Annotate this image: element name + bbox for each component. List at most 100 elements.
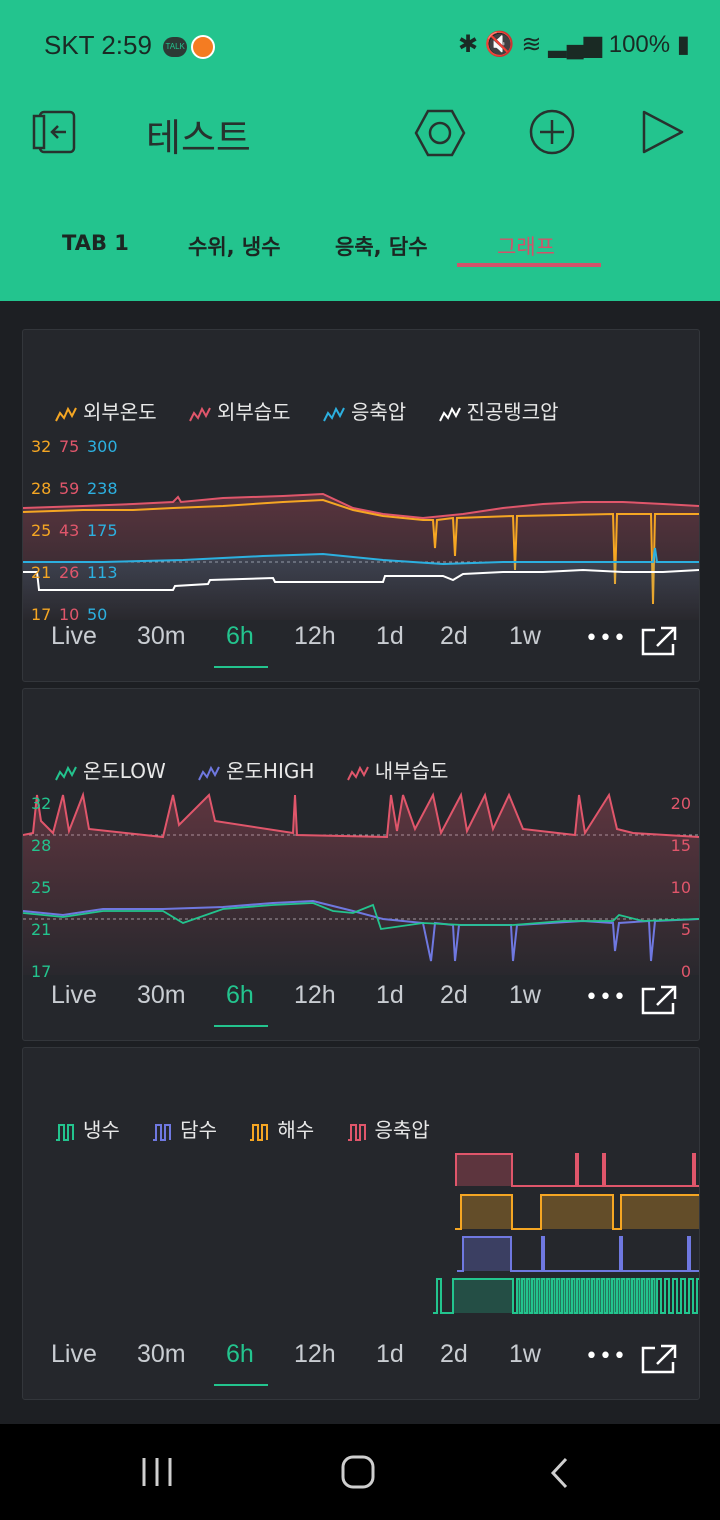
period-2d[interactable]: 2d: [440, 622, 468, 650]
period-2d[interactable]: 2d: [440, 1340, 468, 1368]
period-live[interactable]: Live: [51, 981, 97, 1009]
period-30m[interactable]: 30m: [137, 981, 186, 1009]
line-series-icon: [346, 765, 369, 780]
legend-item: 담수: [152, 1118, 217, 1142]
axis-tick: 300: [87, 437, 118, 456]
chart3-legend: 냉수 담수 해수 응축압: [55, 1114, 456, 1143]
line-series-icon: [198, 765, 221, 780]
chart3-plot: [433, 1153, 699, 1314]
chart1-axis-humidity: 75 59 43 26 10: [59, 426, 79, 636]
axis-tick: 26: [59, 563, 80, 582]
legend-indoor-humidity: 내부습도: [374, 759, 449, 783]
period-indicator: [214, 1025, 268, 1027]
line-series-icon: [189, 406, 211, 421]
period-12h[interactable]: 12h: [294, 1340, 336, 1368]
legend-item: 냉수: [55, 1118, 120, 1142]
axis-tick: 21: [31, 920, 52, 939]
axis-tick: 32: [31, 437, 52, 456]
period-1d[interactable]: 1d: [376, 1340, 404, 1368]
legend-item: 내부습도: [346, 759, 449, 783]
chart2-axis-right: 20 15 10 5 0: [671, 783, 691, 993]
legend-item: 온도HIGH: [198, 759, 314, 783]
axis-tick: 43: [59, 521, 80, 540]
tab-water-level[interactable]: 수위, 냉수: [188, 235, 281, 259]
battery-icon: ▮: [676, 31, 690, 58]
chart1-axis-temp: 32 28 25 21 17: [31, 426, 51, 636]
period-1w[interactable]: 1w: [509, 622, 541, 650]
legend-item: 온도LOW: [55, 759, 166, 783]
status-right: ✱ 🔇 ≋ ▂▄▆ 100% ▮: [458, 30, 690, 59]
nav-home-icon[interactable]: [340, 1454, 376, 1490]
step-series-icon: [250, 1123, 269, 1141]
axis-tick: 113: [87, 563, 118, 582]
chart2-legend: 온도LOW 온도HIGH 내부습도: [55, 755, 474, 784]
more-icon[interactable]: •••: [585, 626, 627, 651]
more-icon[interactable]: •••: [585, 985, 627, 1010]
wifi-icon: ≋: [521, 31, 542, 58]
legend-sea-water: 해수: [277, 1118, 315, 1142]
legend-item: 해수: [249, 1118, 314, 1142]
axis-tick: 25: [31, 521, 52, 540]
nav-back-icon[interactable]: [548, 1456, 572, 1490]
period-1w[interactable]: 1w: [509, 1340, 541, 1368]
expand-icon[interactable]: [641, 626, 677, 656]
period-6h[interactable]: 6h: [226, 981, 254, 1009]
axis-tick: 32: [31, 794, 52, 813]
period-6h[interactable]: 6h: [226, 622, 254, 650]
axis-tick: 75: [59, 437, 80, 456]
period-1w[interactable]: 1w: [509, 981, 541, 1009]
legend-outdoor-humidity: 외부습도: [216, 400, 291, 424]
nav-recent-icon[interactable]: [140, 1456, 174, 1488]
signal-icon: ▂▄▆: [548, 31, 603, 58]
period-indicator: [214, 666, 268, 668]
exit-icon[interactable]: [32, 108, 82, 156]
tab-bar: TAB 1 수위, 냉수 응축, 담수 그래프: [0, 227, 720, 277]
add-icon[interactable]: [528, 108, 576, 156]
line-series-icon: [438, 406, 461, 421]
period-2d[interactable]: 2d: [440, 981, 468, 1009]
status-left: SKT 2:59 TALK: [44, 30, 216, 61]
clock: 2:59: [101, 30, 152, 60]
period-live[interactable]: Live: [51, 1340, 97, 1368]
axis-tick: 25: [31, 878, 52, 897]
period-12h[interactable]: 12h: [294, 622, 336, 650]
axis-tick: 20: [670, 794, 691, 813]
period-30m[interactable]: 30m: [137, 1340, 186, 1368]
period-live[interactable]: Live: [51, 622, 97, 650]
legend-cold-water: 냉수: [83, 1118, 120, 1142]
tab-graph[interactable]: 그래프: [497, 235, 555, 259]
period-indicator: [214, 1384, 268, 1386]
step-series-icon: [347, 1123, 366, 1141]
period-selector: Live 30m 6h 12h 1d 2d 1w •••: [23, 622, 699, 668]
more-icon[interactable]: •••: [585, 1344, 627, 1369]
legend-item: 진공탱크압: [438, 400, 559, 424]
chart-card-pumps: 냉수 담수 해수 응축압 Live 30m 6h 12h 1d 2d 1w ••…: [22, 1047, 700, 1400]
axis-tick: 10: [59, 605, 80, 624]
chart-card-outdoor: 외부온도 외부습도 응축압 진공탱크압 32 28 25 21 17 75 59…: [22, 329, 700, 682]
period-12h[interactable]: 12h: [294, 981, 336, 1009]
settings-icon[interactable]: [414, 108, 466, 158]
axis-tick: 59: [59, 479, 80, 498]
tab-1[interactable]: TAB 1: [62, 231, 129, 255]
period-6h[interactable]: 6h: [226, 1340, 254, 1368]
active-tab-indicator: [457, 263, 601, 267]
period-1d[interactable]: 1d: [376, 981, 404, 1009]
legend-item: 응축압: [323, 400, 406, 424]
tab-condensation[interactable]: 응축, 담수: [335, 235, 428, 259]
axis-tick: 0: [680, 962, 691, 981]
app-title: 테스트: [146, 116, 251, 160]
chart1-legend: 외부온도 외부습도 응축압 진공탱크압: [55, 396, 585, 425]
period-selector: Live 30m 6h 12h 1d 2d 1w •••: [23, 1340, 699, 1386]
axis-tick: 21: [31, 563, 52, 582]
system-nav-bar: [0, 1424, 720, 1520]
play-icon[interactable]: [640, 109, 686, 155]
chart2-plot: [23, 791, 699, 975]
legend-temp-high: 온도HIGH: [226, 759, 315, 783]
chart2-axis-left: 32 28 25 21 17: [31, 783, 51, 993]
period-30m[interactable]: 30m: [137, 622, 186, 650]
expand-icon[interactable]: [641, 1344, 677, 1374]
expand-icon[interactable]: [641, 985, 677, 1015]
line-series-icon: [55, 406, 77, 421]
legend-fresh-water: 담수: [180, 1118, 217, 1142]
period-1d[interactable]: 1d: [376, 622, 404, 650]
